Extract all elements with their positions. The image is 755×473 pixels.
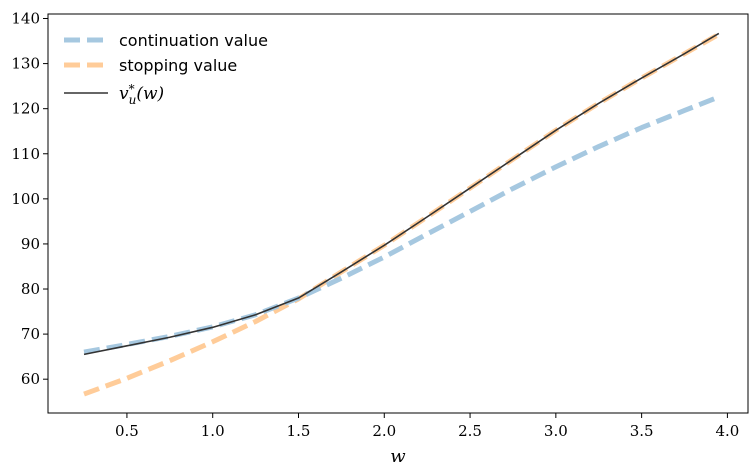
legend-label-stopping: stopping value bbox=[119, 56, 237, 75]
x-tick-label: 2.0 bbox=[372, 422, 396, 440]
series-line-0 bbox=[83, 94, 720, 355]
y-tick-label: 90 bbox=[21, 235, 40, 253]
series-layer bbox=[83, 32, 721, 397]
x-tick-label: 2.5 bbox=[458, 422, 482, 440]
x-axis-label: w bbox=[390, 446, 406, 467]
legend-label-continuation: continuation value bbox=[119, 31, 268, 50]
y-tick-label: 100 bbox=[11, 190, 40, 208]
y-tick-label: 110 bbox=[11, 145, 40, 163]
x-tick-label: 0.5 bbox=[115, 422, 139, 440]
y-tick-label: 120 bbox=[11, 100, 40, 118]
plot-background bbox=[48, 14, 748, 413]
x-tick-label: 3.5 bbox=[630, 422, 654, 440]
y-tick-label: 80 bbox=[21, 280, 40, 298]
y-tick-label: 70 bbox=[21, 325, 40, 343]
plot-frame bbox=[47, 13, 749, 414]
x-tick-label: 3.0 bbox=[544, 422, 568, 440]
legend: continuation value stopping value v* u(w) bbox=[64, 31, 268, 107]
legend-label-value-function: v* u(w) bbox=[119, 82, 164, 107]
series-line-2 bbox=[83, 32, 720, 356]
x-tick-label: 4.0 bbox=[715, 422, 739, 440]
series-line-1 bbox=[83, 32, 721, 397]
x-tick-label: 1.0 bbox=[201, 422, 225, 440]
y-tick-label: 140 bbox=[11, 10, 40, 28]
y-tick-label: 130 bbox=[11, 55, 40, 73]
y-axis-ticks: 60 70 80 90 100 110 120 130 140 bbox=[11, 10, 48, 388]
x-tick-label: 1.5 bbox=[287, 422, 311, 440]
x-axis-ticks: 0.5 1.0 1.5 2.0 2.5 3.0 3.5 4.0 bbox=[115, 413, 739, 440]
y-tick-label: 60 bbox=[21, 370, 40, 388]
